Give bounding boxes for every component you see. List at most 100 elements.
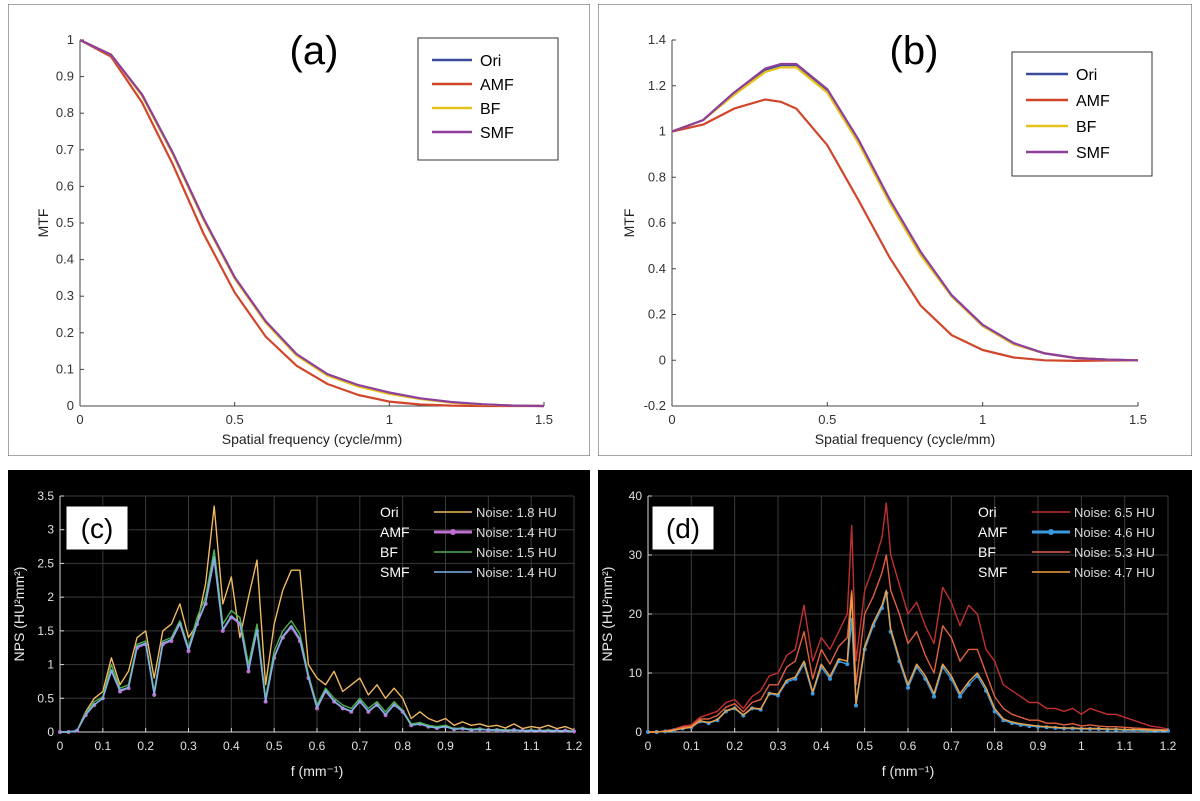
y-tick-label: 1 bbox=[659, 124, 666, 139]
y-tick-label: 3 bbox=[47, 523, 54, 537]
series-line-smf bbox=[60, 555, 575, 733]
y-tick-label: 0 bbox=[67, 398, 74, 413]
y-tick-label: 0.3 bbox=[56, 288, 74, 303]
legend-label-ori: Ori bbox=[978, 504, 997, 520]
data-point-amf bbox=[854, 703, 858, 708]
data-point-amf bbox=[906, 685, 910, 690]
y-tick-label: 1.2 bbox=[648, 78, 666, 93]
x-axis-label: f (mm⁻¹) bbox=[882, 763, 934, 779]
legend-label-bf: BF bbox=[480, 101, 501, 118]
panel-label: (b) bbox=[890, 29, 939, 73]
x-tick-label: 0 bbox=[76, 412, 83, 427]
data-point-amf bbox=[810, 691, 815, 696]
y-tick-label: 0.6 bbox=[648, 215, 666, 230]
legend-noise-ori: Noise: 1.8 HU bbox=[476, 505, 557, 520]
panel-label: (c) bbox=[81, 513, 114, 544]
y-tick-label: 0.8 bbox=[648, 169, 666, 184]
data-point-amf bbox=[845, 662, 850, 667]
legend-label-ori: Ori bbox=[1076, 67, 1097, 84]
y-tick-label: 0.7 bbox=[56, 142, 74, 157]
y-tick-label: 0 bbox=[47, 725, 54, 739]
y-tick-label: 1 bbox=[47, 658, 54, 672]
x-tick-label: 0 bbox=[668, 412, 675, 427]
y-axis-label: NPS (HU²mm²) bbox=[599, 567, 615, 662]
data-point-amf bbox=[186, 649, 191, 654]
y-tick-label: 0.9 bbox=[56, 69, 74, 84]
nps-chart-d: 0 0.1 0.2 0.3 0.4 0.5 0.6 0.7 0.8 0.9 1 1.1 1.2 0 10 20… bbox=[598, 470, 1192, 794]
legend-label-amf: AMF bbox=[380, 524, 410, 540]
data-point-amf bbox=[152, 692, 157, 697]
data-point-amf bbox=[315, 706, 319, 711]
legend-noise-bf: Noise: 5.3 HU bbox=[1074, 545, 1155, 560]
panel-c: 0 0.1 0.2 0.3 0.4 0.5 0.6 0.7 0.8 0.9 1 1.1 1.2 0 0.5 1… bbox=[8, 470, 590, 794]
y-axis-label: MTF bbox=[621, 209, 637, 238]
panel-label-box bbox=[65, 505, 129, 551]
y-tick-label: 20 bbox=[629, 607, 643, 621]
legend-label-ori: Ori bbox=[480, 53, 501, 70]
y-tick-label: 40 bbox=[629, 489, 643, 503]
legend-label-smf: SMF bbox=[978, 564, 1008, 580]
x-tick-label: 0.8 bbox=[394, 739, 411, 753]
data-point-amf bbox=[572, 729, 576, 734]
x-tick-label: 0.4 bbox=[813, 739, 830, 753]
x-tick-label: 0.9 bbox=[437, 739, 454, 753]
x-tick-label: 1 bbox=[485, 739, 492, 753]
legend-noise-smf: Noise: 1.4 HU bbox=[476, 565, 557, 580]
data-point-amf bbox=[246, 669, 251, 674]
panel-d: 0 0.1 0.2 0.3 0.4 0.5 0.6 0.7 0.8 0.9 1 1.1 1.2 0 10 20… bbox=[598, 470, 1192, 794]
legend-marker-amf bbox=[1048, 529, 1054, 535]
series-line-ori bbox=[648, 502, 1169, 733]
x-tick-label: 0.7 bbox=[351, 739, 368, 753]
x-tick-label: 1 bbox=[386, 412, 393, 427]
x-tick-label: 1.5 bbox=[535, 412, 553, 427]
x-tick-label: 0 bbox=[645, 739, 652, 753]
y-tick-label: 0.5 bbox=[56, 215, 74, 230]
y-tick-label: 0 bbox=[635, 725, 642, 739]
x-tick-label: 0.8 bbox=[986, 739, 1003, 753]
legend-noise-amf: Noise: 1.4 HU bbox=[476, 525, 557, 540]
x-tick-label: 1 bbox=[1078, 739, 1085, 753]
panel-label-box bbox=[651, 505, 715, 551]
legend-label-bf: BF bbox=[1076, 119, 1097, 136]
y-tick-label: 0.2 bbox=[648, 307, 666, 322]
x-tick-label: 0.6 bbox=[309, 739, 326, 753]
series-line-bf bbox=[648, 554, 1169, 733]
data-point-amf bbox=[220, 628, 225, 633]
y-tick-label: 3.5 bbox=[37, 489, 54, 503]
y-tick-label: 0.4 bbox=[56, 252, 74, 267]
x-tick-label: 1.1 bbox=[1116, 739, 1133, 753]
legend-label-ori: Ori bbox=[380, 504, 399, 520]
series-line-amf bbox=[671, 98, 1139, 362]
y-tick-label: 0.2 bbox=[56, 325, 74, 340]
y-tick-label: 10 bbox=[629, 666, 643, 680]
mtf-chart-original: 0 0.5 1 1.5 0 0.1 0.2 0.3 0.4 0.5 0.6 0.7 0.8 0.9 1 Spa… bbox=[8, 4, 590, 456]
y-tick-label: 0.4 bbox=[648, 261, 666, 276]
legend-box bbox=[1011, 51, 1153, 177]
legend-label-amf: AMF bbox=[978, 524, 1008, 540]
series-line-amf bbox=[79, 39, 544, 408]
y-tick-label: -0.2 bbox=[644, 398, 666, 413]
y-tick-label: 0.8 bbox=[56, 105, 74, 120]
data-point-amf bbox=[828, 676, 832, 681]
legend-label-amf: AMF bbox=[1076, 93, 1110, 110]
panel-label: (a) bbox=[290, 29, 339, 73]
x-tick-label: 0.5 bbox=[266, 739, 283, 753]
x-tick-label: 0.5 bbox=[226, 412, 244, 427]
x-tick-label: 0.7 bbox=[943, 739, 960, 753]
y-tick-label: 1.5 bbox=[37, 624, 54, 638]
legend-noise-smf: Noise: 4.7 HU bbox=[1074, 565, 1155, 580]
data-point-amf bbox=[958, 694, 962, 699]
panel-a: 0 0.5 1 1.5 0 0.1 0.2 0.3 0.4 0.5 0.6 0.7 0.8 0.9 1 Spa… bbox=[8, 4, 590, 456]
x-tick-label: 1.1 bbox=[523, 739, 540, 753]
legend-noise-bf: Noise: 1.5 HU bbox=[476, 545, 557, 560]
x-axis-label: Spatial frequency (cycle/mm) bbox=[222, 431, 403, 447]
nps-chart-c: 0 0.1 0.2 0.3 0.4 0.5 0.6 0.7 0.8 0.9 1 1.1 1.2 0 0.5 1… bbox=[8, 470, 590, 794]
x-tick-label: 0.5 bbox=[818, 412, 836, 427]
legend-label-smf: SMF bbox=[1076, 145, 1110, 162]
y-tick-label: 0.5 bbox=[37, 691, 54, 705]
x-tick-label: 0.1 bbox=[683, 739, 700, 753]
y-tick-label: 2.5 bbox=[37, 556, 54, 570]
series-line-smf bbox=[671, 62, 1139, 362]
legend-label-bf: BF bbox=[380, 544, 398, 560]
y-tick-label: 0 bbox=[659, 352, 666, 367]
